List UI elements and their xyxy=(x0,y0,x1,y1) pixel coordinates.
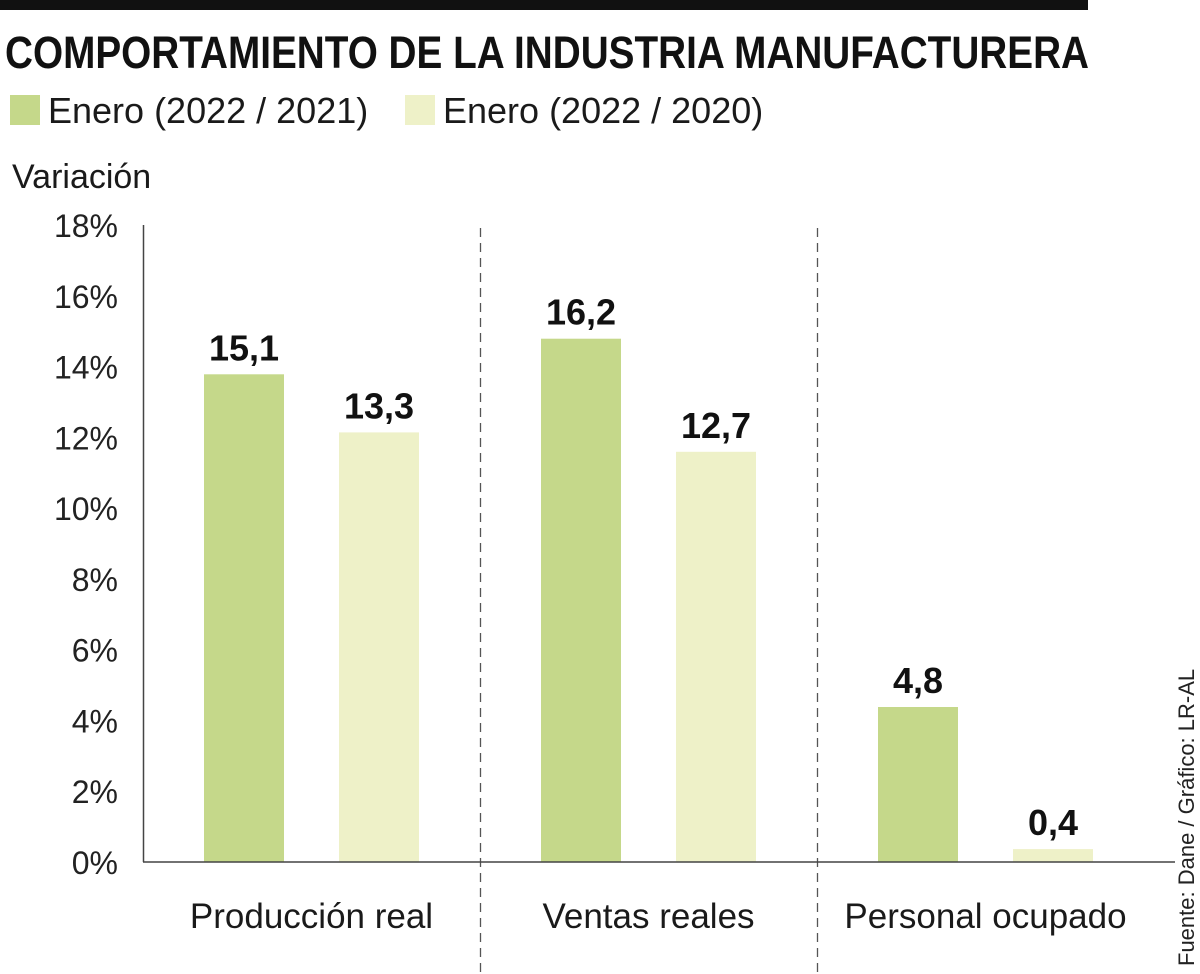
data-label-produccion-real-enero-2022-2020: 13,3 xyxy=(344,385,414,426)
data-label-ventas-reales-enero-2022-2021: 16,2 xyxy=(546,292,616,333)
y-tick-label-14: 14% xyxy=(54,350,118,386)
y-tick-label-0: 0% xyxy=(72,845,118,881)
y-axis-tick-labels: 0% 2% 4% 6% 8% 10% 12% 14% 16% 18% xyxy=(54,208,118,881)
bars xyxy=(204,338,1093,862)
x-category-label-ventas-reales: Ventas reales xyxy=(542,897,754,936)
data-label-ventas-reales-enero-2022-2020: 12,7 xyxy=(681,405,751,446)
data-label-personal-ocupado-enero-2022-2020: 0,4 xyxy=(1028,802,1078,843)
bar-produccion-real-enero-2022-2020 xyxy=(339,432,419,862)
bar-personal-ocupado-enero-2022-2021 xyxy=(878,707,958,862)
bar-ventas-reales-enero-2022-2020 xyxy=(676,451,756,862)
y-tick-label-16: 16% xyxy=(54,279,118,315)
header-rule xyxy=(0,0,1088,10)
x-category-label-personal-ocupado: Personal ocupado xyxy=(844,897,1126,936)
legend-item-enero-2022-2021: Enero (2022 / 2021) xyxy=(10,90,368,131)
source-note: Fuente: Dane / Gráfico: LR-AL xyxy=(1174,669,1199,966)
bar-personal-ocupado-enero-2022-2020 xyxy=(1013,849,1093,862)
legend: Enero (2022 / 2021) Enero (2022 / 2020) xyxy=(10,90,763,131)
legend-label-enero-2022-2021: Enero (2022 / 2021) xyxy=(48,90,368,131)
bar-produccion-real-enero-2022-2021 xyxy=(204,374,284,862)
y-tick-label-2: 2% xyxy=(72,774,118,810)
y-tick-label-12: 12% xyxy=(54,420,118,456)
x-axis-category-labels: Producción real Ventas reales Personal ocu… xyxy=(190,897,1127,936)
y-tick-label-18: 18% xyxy=(54,208,118,244)
x-category-label-produccion-real: Producción real xyxy=(190,897,433,936)
y-tick-label-8: 8% xyxy=(72,562,118,598)
chart-title: COMPORTAMIENTO DE LA INDUSTRIA MANUFACTU… xyxy=(5,27,1089,78)
y-tick-label-10: 10% xyxy=(54,491,118,527)
legend-swatch-enero-2022-2021 xyxy=(10,95,40,125)
y-axis-label: Variación xyxy=(12,158,151,196)
data-labels: 15,1 13,3 16,2 12,7 4,8 0,4 xyxy=(209,292,1078,843)
data-label-personal-ocupado-enero-2022-2021: 4,8 xyxy=(893,660,943,701)
legend-item-enero-2022-2020: Enero (2022 / 2020) xyxy=(405,90,763,131)
legend-swatch-enero-2022-2020 xyxy=(405,95,435,125)
y-tick-label-6: 6% xyxy=(72,633,118,669)
legend-label-enero-2022-2020: Enero (2022 / 2020) xyxy=(443,90,763,131)
y-tick-label-4: 4% xyxy=(72,703,118,739)
data-label-produccion-real-enero-2022-2021: 15,1 xyxy=(209,327,279,368)
group-separators xyxy=(479,228,819,974)
bar-ventas-reales-enero-2022-2021 xyxy=(541,338,621,862)
